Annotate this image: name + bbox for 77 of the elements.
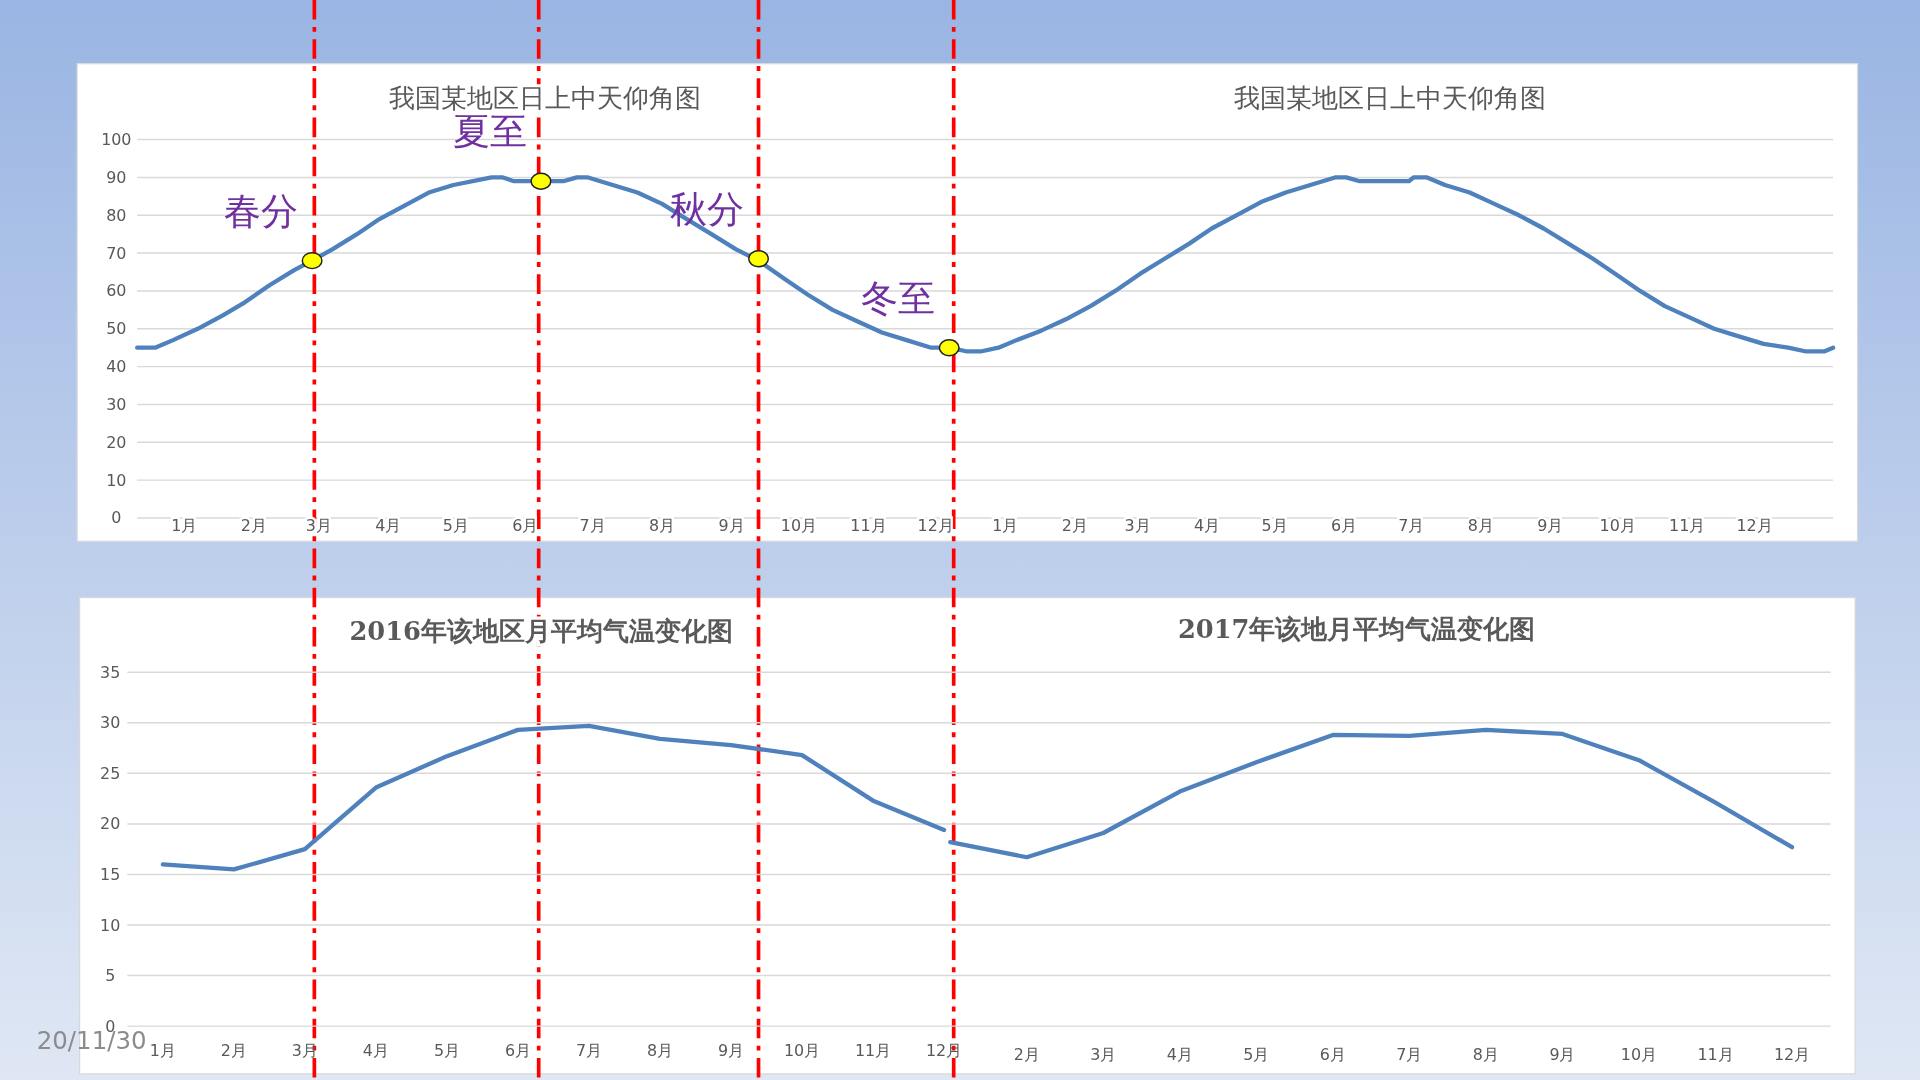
x-tick-label: 11月 (850, 516, 887, 536)
x-tick-label: 3月 (305, 516, 332, 536)
y-tick-label: 60 (106, 281, 127, 301)
x-tick-label: 10月 (1620, 1045, 1658, 1065)
x-tick-label: 8月 (1472, 1045, 1499, 1065)
x-tick-label: 2月 (220, 1040, 247, 1060)
x-tick-label: 12月 (925, 1040, 963, 1060)
x-tick-label: 10月 (1599, 516, 1636, 536)
x-tick-label: 7月 (575, 1040, 603, 1060)
x-tick-label: 9月 (1537, 516, 1564, 536)
x-tick-label: 2月 (240, 516, 267, 536)
x-tick-label: 8月 (646, 1040, 674, 1060)
x-tick-label: 11月 (854, 1040, 892, 1060)
point (748, 250, 770, 268)
y-tick-label: 70 (106, 243, 127, 263)
x-tick-label: 9月 (718, 516, 745, 536)
x-tick-label: 3月 (291, 1040, 318, 1060)
x-tick-label: 6月 (1330, 516, 1358, 536)
x-tick-label: 4月 (362, 1040, 389, 1060)
y-tick-label: 35 (100, 662, 121, 682)
y-tick-label: 5 (105, 966, 116, 986)
x-tick-label: 2月 (1013, 1045, 1040, 1065)
x-tick-label: 6月 (504, 1040, 532, 1060)
x-tick-label: 8月 (649, 516, 676, 536)
x-tick-label: 5月 (1261, 516, 1288, 536)
x-tick-label: 6月 (1319, 1045, 1346, 1065)
x-tick-label: 7月 (1396, 1045, 1423, 1065)
x-tick-label: 7月 (579, 516, 606, 536)
x-tick-label: 6月 (512, 516, 539, 536)
annotation: 秋分 (670, 188, 745, 232)
x-tick-label: 1月 (149, 1040, 176, 1060)
x-tick-label: 5月 (442, 516, 469, 536)
y-tick-label: 100 (101, 130, 132, 150)
x-tick-label: 2月 (1061, 516, 1088, 536)
chart-title: 2017年该地月平均气温变化图 (1177, 613, 1536, 644)
y-tick-label: 20 (106, 432, 127, 452)
x-tick-label: 11月 (1697, 1045, 1734, 1065)
y-tick-label: 40 (106, 357, 127, 377)
x-tick-label: 12月 (917, 516, 954, 536)
line-series (160, 723, 947, 872)
x-tick-label: 9月 (717, 1040, 745, 1060)
x-tick-label: 1月 (171, 516, 198, 536)
annotation: 夏至 (452, 110, 527, 154)
annotation: 冬至 (860, 276, 935, 320)
x-tick-label: 4月 (1194, 516, 1221, 536)
x-tick-label: 8月 (1467, 516, 1494, 536)
x-tick-label: 12月 (1736, 516, 1773, 536)
y-tick-label: 30 (106, 394, 127, 414)
point (530, 172, 552, 190)
y-tick-label: 90 (106, 167, 127, 187)
chart-title: 我国某地区日上中天仰角图 (388, 82, 701, 113)
x-tick-label: 12月 (1773, 1045, 1811, 1065)
y-tick-label: 50 (106, 319, 127, 339)
x-tick-label: 7月 (1398, 516, 1425, 536)
y-tick-label: 20 (100, 814, 121, 834)
y-tick-label: 10 (100, 915, 121, 935)
x-tick-label: 10月 (783, 1040, 821, 1060)
y-tick-label: 80 (106, 205, 127, 225)
point (301, 251, 323, 270)
x-tick-label: 1月 (992, 516, 1019, 536)
annotation: 春分 (223, 189, 298, 233)
y-tick-label: 30 (100, 713, 121, 733)
x-tick-label: 3月 (1090, 1045, 1117, 1065)
x-tick-label: 5月 (433, 1040, 460, 1060)
y-tick-label: 0 (111, 508, 122, 528)
x-tick-label: 3月 (1124, 516, 1151, 536)
y-tick-label: 15 (100, 864, 121, 884)
x-tick-label: 4月 (375, 516, 402, 536)
x-tick-label: 4月 (1166, 1045, 1193, 1065)
x-tick-label: 10月 (780, 516, 818, 536)
x-tick-label: 11月 (1669, 516, 1706, 536)
text: 我国某地区日上中天仰角图 (1233, 82, 1546, 113)
point (938, 338, 960, 357)
x-tick-label: 5月 (1243, 1045, 1270, 1065)
y-tick-label: 10 (106, 470, 127, 490)
x-tick-label: 9月 (1549, 1045, 1576, 1065)
y-tick-label: 25 (100, 763, 121, 783)
